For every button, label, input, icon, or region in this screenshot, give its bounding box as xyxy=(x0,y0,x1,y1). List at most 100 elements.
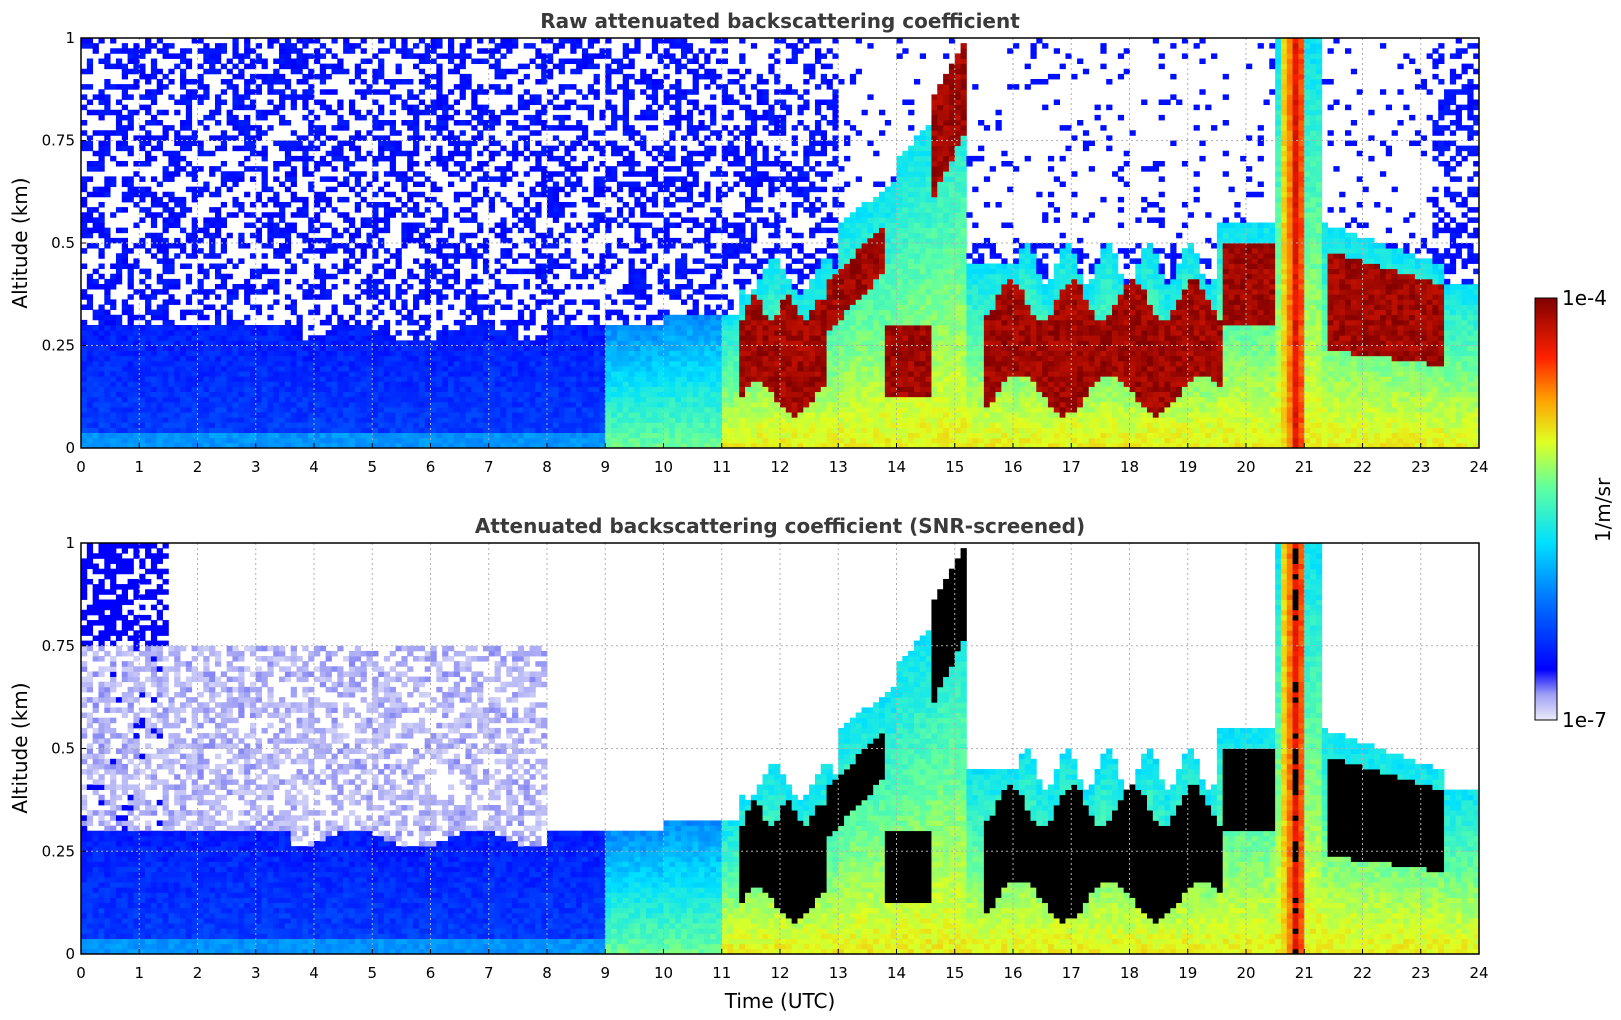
heatmap-cell xyxy=(319,63,327,70)
heatmap-cell xyxy=(302,73,309,80)
heatmap-cell xyxy=(214,145,222,152)
heatmap-cell xyxy=(447,104,455,111)
heatmap-cell xyxy=(383,145,391,152)
heatmap-cell xyxy=(378,417,385,423)
heatmap-cell xyxy=(86,427,94,434)
heatmap-cell xyxy=(657,58,664,65)
heatmap-cell xyxy=(622,155,629,162)
heatmap-cell xyxy=(523,386,530,393)
heatmap-cell xyxy=(529,407,536,413)
heatmap-cell xyxy=(238,355,245,362)
heatmap-cell xyxy=(488,350,495,357)
heatmap-cell xyxy=(81,386,88,393)
heatmap-cell xyxy=(302,196,309,203)
heatmap-cell xyxy=(302,381,309,387)
heatmap-cell xyxy=(395,79,402,85)
heatmap-cell xyxy=(407,227,414,234)
heatmap-cell xyxy=(552,202,560,208)
heatmap-cell xyxy=(640,145,647,152)
heatmap-cell xyxy=(372,207,379,213)
heatmap-cell xyxy=(424,427,431,434)
heatmap-cell xyxy=(156,273,163,280)
heatmap-cell xyxy=(197,120,204,126)
heatmap-cell xyxy=(628,427,635,434)
heatmap-cell xyxy=(319,237,327,244)
heatmap-cell xyxy=(348,386,356,393)
heatmap-cell xyxy=(576,366,583,372)
heatmap-cell xyxy=(599,161,606,167)
heatmap-cell xyxy=(616,207,624,213)
heatmap-cell xyxy=(646,376,653,382)
heatmap-cell xyxy=(319,155,327,162)
heatmap-cell xyxy=(197,396,204,403)
heatmap-cell xyxy=(552,437,560,444)
heatmap-cell xyxy=(383,222,391,229)
heatmap-cell xyxy=(209,417,216,423)
heatmap-cell xyxy=(98,99,105,106)
heatmap-cell xyxy=(314,294,321,300)
heatmap-cell xyxy=(180,53,187,59)
heatmap-cell xyxy=(494,386,501,393)
heatmap-cell xyxy=(249,58,257,65)
heatmap-cell xyxy=(343,196,350,203)
heatmap-cell xyxy=(267,371,274,377)
heatmap-cell xyxy=(640,304,647,311)
heatmap-cell xyxy=(191,237,198,244)
heatmap-cell xyxy=(512,417,519,423)
heatmap-cell xyxy=(634,304,641,311)
heatmap-cell xyxy=(512,376,519,382)
heatmap-cell xyxy=(651,181,659,188)
heatmap-cell xyxy=(581,376,589,382)
heatmap-cell xyxy=(383,227,391,234)
heatmap-cell xyxy=(447,232,455,239)
heatmap-cell xyxy=(517,319,525,326)
heatmap-cell xyxy=(663,309,670,316)
heatmap-cell xyxy=(552,407,560,413)
heatmap-cell xyxy=(651,376,659,382)
heatmap-cell xyxy=(331,422,338,428)
heatmap-cell xyxy=(267,84,274,90)
heatmap-cell xyxy=(605,207,612,213)
heatmap-cell xyxy=(127,48,134,54)
heatmap-cell xyxy=(651,94,659,100)
heatmap-cell xyxy=(523,376,530,382)
heatmap-cell xyxy=(669,325,676,331)
heatmap-cell xyxy=(220,407,228,413)
heatmap-cell xyxy=(535,350,542,357)
heatmap-cell xyxy=(436,432,443,439)
heatmap-cell xyxy=(331,330,338,336)
heatmap-cell xyxy=(529,120,536,126)
heatmap-cell xyxy=(401,99,408,106)
heatmap-cell xyxy=(127,125,134,131)
heatmap-cell xyxy=(273,325,280,331)
heatmap-cell xyxy=(646,355,653,362)
heatmap-cell xyxy=(203,335,210,341)
heatmap-cell xyxy=(395,417,402,423)
heatmap-cell xyxy=(232,73,239,80)
heatmap-cell xyxy=(284,79,292,85)
heatmap-cell xyxy=(523,396,530,403)
heatmap-cell xyxy=(284,294,292,300)
heatmap-cell xyxy=(360,381,367,387)
heatmap-cell xyxy=(424,109,431,116)
heatmap-cell xyxy=(581,186,589,193)
heatmap-cell xyxy=(348,360,356,367)
heatmap-cell xyxy=(593,366,600,372)
heatmap-cell xyxy=(162,340,169,346)
heatmap-cell xyxy=(249,79,257,85)
heatmap-cell xyxy=(290,309,297,316)
heatmap-cell xyxy=(581,366,589,372)
heatmap-cell xyxy=(418,181,426,188)
heatmap-cell xyxy=(81,371,88,377)
heatmap-cell xyxy=(622,386,629,393)
heatmap-cell xyxy=(657,381,664,387)
heatmap-cell xyxy=(477,109,484,116)
heatmap-cell xyxy=(308,222,315,229)
heatmap-cell xyxy=(98,248,105,254)
heatmap-cell xyxy=(389,442,396,448)
heatmap-cell xyxy=(168,243,175,249)
heatmap-cell xyxy=(547,386,554,393)
heatmap-cell xyxy=(558,360,565,367)
heatmap-cell xyxy=(214,407,222,413)
heatmap-cell xyxy=(570,43,577,49)
